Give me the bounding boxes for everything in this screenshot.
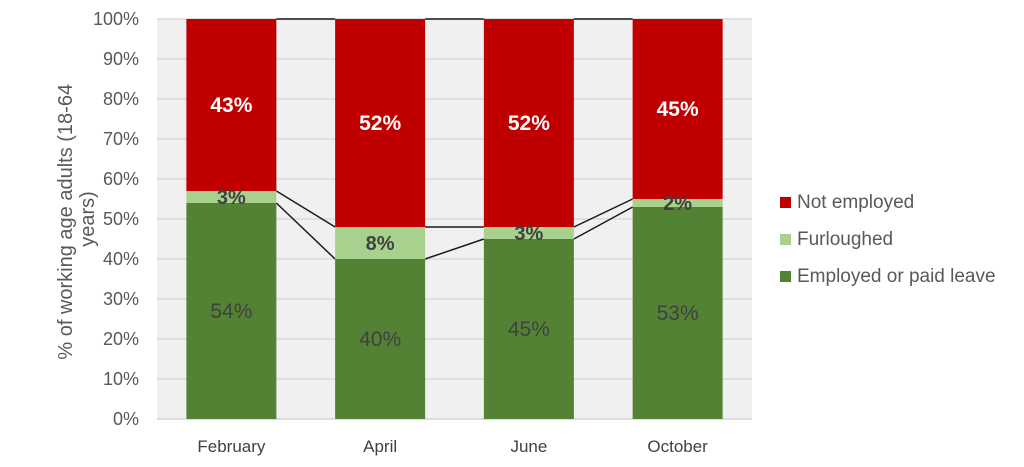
data-label: 2%	[663, 193, 692, 215]
legend-swatch-furloughed	[780, 234, 791, 245]
series-line	[275, 190, 336, 228]
y-tick-label: 30%	[103, 289, 139, 309]
y-tick-label: 70%	[103, 129, 139, 149]
bar-segment-furloughed	[335, 227, 426, 259]
data-label: 45%	[508, 318, 550, 341]
data-label: 43%	[210, 94, 252, 117]
y-tick-label: 40%	[103, 249, 139, 269]
bar-segment-furloughed	[186, 191, 277, 203]
legend-swatch-not-employed	[780, 197, 791, 208]
y-tick-label: 60%	[103, 169, 139, 189]
bar-segment-furloughed	[632, 199, 723, 207]
data-label: 52%	[508, 112, 550, 135]
legend: Not employed Furloughed Employed or paid…	[780, 184, 996, 295]
legend-item-not-employed: Not employed	[780, 184, 996, 221]
data-label: 3%	[514, 223, 543, 245]
y-tick-label: 50%	[103, 209, 139, 229]
data-label: 8%	[366, 233, 395, 255]
y-axis-title: % of working age adults (18-64 years)	[55, 78, 99, 359]
series-line	[573, 198, 633, 228]
x-tick-label: April	[363, 437, 397, 456]
y-tick-label: 90%	[103, 49, 139, 69]
bar-segment-employed-or-paid-leave	[483, 239, 574, 419]
series-line	[275, 202, 336, 260]
bar-segment-employed-or-paid-leave	[186, 203, 277, 419]
data-label: 3%	[217, 187, 246, 209]
bar-segment-not-employed	[483, 19, 574, 227]
y-tick-label: 100%	[93, 9, 139, 29]
data-label: 54%	[210, 300, 252, 323]
legend-label: Not employed	[797, 191, 915, 213]
y-tick-label: 20%	[103, 329, 139, 349]
legend-label: Furloughed	[797, 228, 894, 250]
bar-segment-employed-or-paid-leave	[632, 207, 723, 419]
data-labels: 54% 3% 43% 40% 8% 52% 45% 3% 52% 53% 2% 45%	[210, 94, 699, 351]
bar-segment-employed-or-paid-leave	[335, 259, 426, 419]
legend-item-furloughed: Furloughed	[780, 221, 996, 258]
bar-segment-not-employed	[335, 19, 426, 227]
series-line	[424, 238, 485, 260]
series-lines	[275, 18, 633, 260]
x-tick-label: October	[647, 437, 708, 456]
x-tick-label: June	[510, 437, 547, 456]
series-line	[573, 206, 633, 240]
data-label: 40%	[359, 328, 401, 351]
y-tick-label: 0%	[113, 409, 139, 429]
data-label: 52%	[359, 112, 401, 135]
y-tick-label: 80%	[103, 89, 139, 109]
bars	[186, 19, 723, 419]
legend-item-employed: Employed or paid leave	[780, 258, 996, 295]
bar-segment-not-employed	[632, 19, 723, 199]
data-label: 45%	[657, 98, 699, 121]
bar-segment-not-employed	[186, 19, 277, 191]
y-tick-label: 10%	[103, 369, 139, 389]
x-axis-ticks: February April June October	[197, 437, 708, 456]
y-axis-ticks: 0% 10% 20% 30% 40% 50% 60% 70% 80% 90% 100%	[93, 9, 139, 429]
legend-swatch-employed	[780, 271, 791, 282]
legend-label: Employed or paid leave	[797, 265, 996, 287]
data-label: 53%	[657, 302, 699, 325]
x-tick-label: February	[197, 437, 266, 456]
bar-segment-furloughed	[483, 227, 574, 239]
